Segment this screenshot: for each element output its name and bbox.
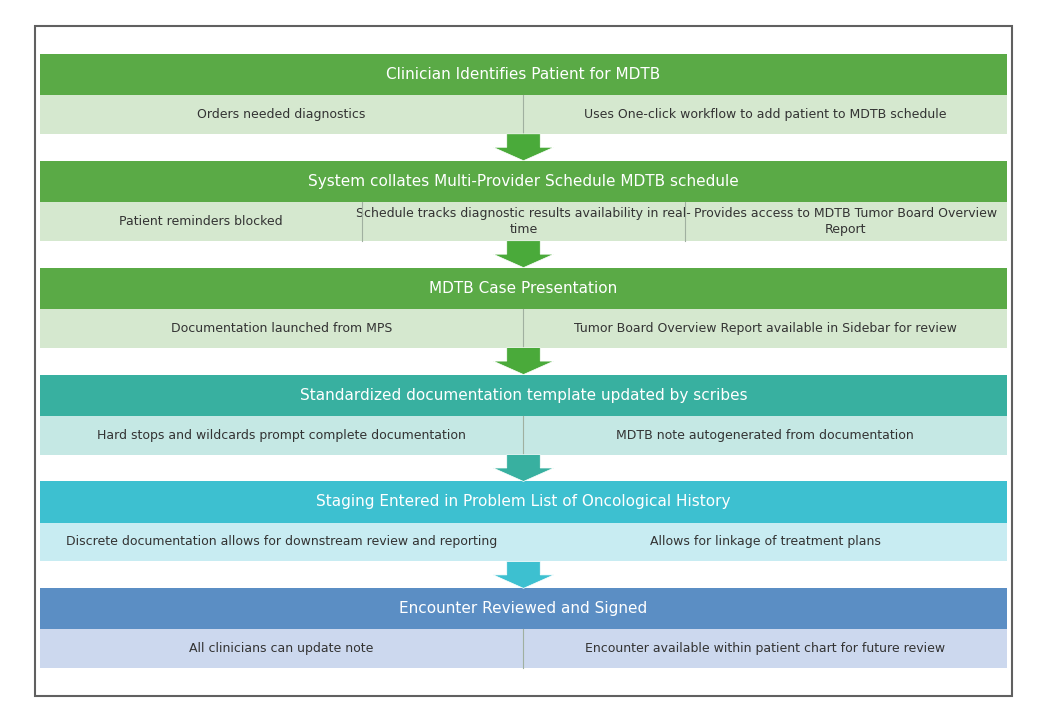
Polygon shape — [493, 241, 554, 268]
Bar — [40, 161, 1007, 202]
Text: Orders needed diagnostics: Orders needed diagnostics — [198, 108, 365, 121]
Bar — [40, 588, 1007, 629]
Text: Clinician Identifies Patient for MDTB: Clinician Identifies Patient for MDTB — [386, 67, 661, 82]
Text: MDTB note autogenerated from documentation: MDTB note autogenerated from documentati… — [617, 428, 914, 442]
Bar — [40, 54, 1007, 95]
Polygon shape — [493, 134, 554, 161]
Bar — [40, 629, 1007, 668]
Text: Hard stops and wildcards prompt complete documentation: Hard stops and wildcards prompt complete… — [97, 428, 466, 442]
Text: Provides access to MDTB Tumor Board Overview
Report: Provides access to MDTB Tumor Board Over… — [694, 207, 998, 236]
Polygon shape — [493, 455, 554, 481]
Text: Documentation launched from MPS: Documentation launched from MPS — [171, 321, 393, 335]
Bar — [40, 202, 1007, 241]
Bar — [40, 309, 1007, 348]
Text: Schedule tracks diagnostic results availability in real-
time: Schedule tracks diagnostic results avail… — [356, 207, 691, 236]
Bar — [40, 268, 1007, 309]
Text: Staging Entered in Problem List of Oncological History: Staging Entered in Problem List of Oncol… — [316, 494, 731, 510]
Bar — [40, 416, 1007, 455]
Text: MDTB Case Presentation: MDTB Case Presentation — [429, 280, 618, 296]
Text: Encounter available within patient chart for future review: Encounter available within patient chart… — [585, 642, 945, 656]
Text: Tumor Board Overview Report available in Sidebar for review: Tumor Board Overview Report available in… — [574, 321, 957, 335]
Text: Discrete documentation allows for downstream review and reporting: Discrete documentation allows for downst… — [66, 535, 497, 549]
Polygon shape — [493, 348, 554, 375]
Text: Allows for linkage of treatment plans: Allows for linkage of treatment plans — [650, 535, 881, 549]
Text: All clinicians can update note: All clinicians can update note — [190, 642, 374, 656]
Text: System collates Multi-Provider Schedule MDTB schedule: System collates Multi-Provider Schedule … — [308, 173, 739, 189]
Text: Standardized documentation template updated by scribes: Standardized documentation template upda… — [299, 387, 748, 403]
Text: Patient reminders blocked: Patient reminders blocked — [119, 215, 283, 228]
Text: Encounter Reviewed and Signed: Encounter Reviewed and Signed — [399, 601, 648, 617]
Polygon shape — [493, 561, 554, 588]
Bar — [40, 481, 1007, 523]
Bar — [40, 375, 1007, 416]
Bar — [40, 95, 1007, 134]
Text: Uses One-click workflow to add patient to MDTB schedule: Uses One-click workflow to add patient t… — [584, 108, 946, 121]
Bar — [40, 523, 1007, 561]
